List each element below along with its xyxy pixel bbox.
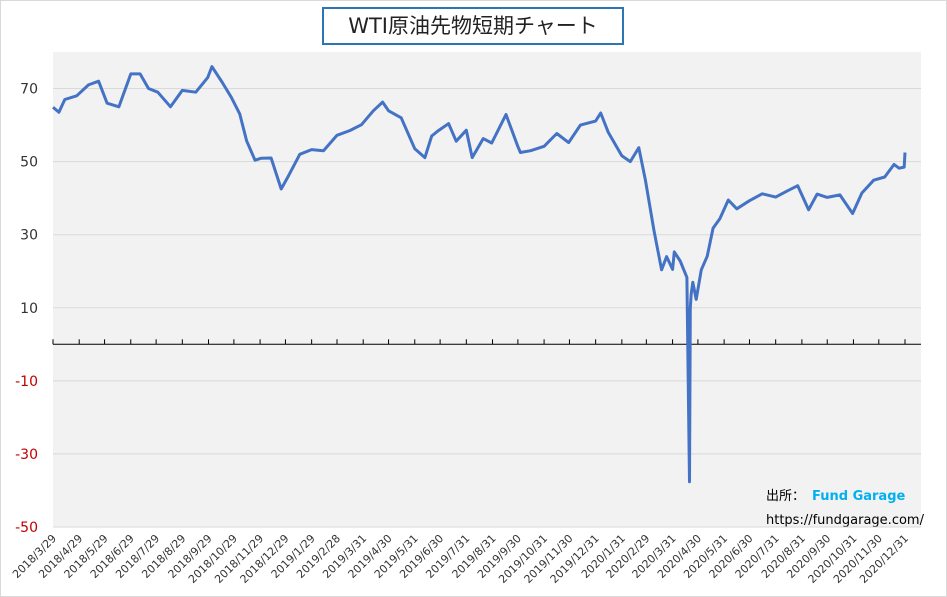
- y-tick-label: 30: [20, 228, 38, 244]
- plot-area: [53, 52, 921, 527]
- source-url: https://fundgarage.com/: [766, 513, 925, 528]
- y-tick-label: -50: [15, 520, 38, 536]
- y-tick-label: 50: [20, 155, 38, 171]
- title-box: [322, 7, 624, 45]
- price-line: [52, 65, 907, 484]
- y-tick-label: 10: [20, 301, 38, 317]
- source-label: 出所：: [766, 489, 805, 504]
- chart-title: WTI原油先物短期チャート: [348, 14, 598, 38]
- y-tick-label: 70: [20, 82, 38, 98]
- y-tick-label: -10: [15, 374, 38, 390]
- y-tick-label: -30: [15, 447, 38, 463]
- source-name: Fund Garage: [812, 489, 906, 504]
